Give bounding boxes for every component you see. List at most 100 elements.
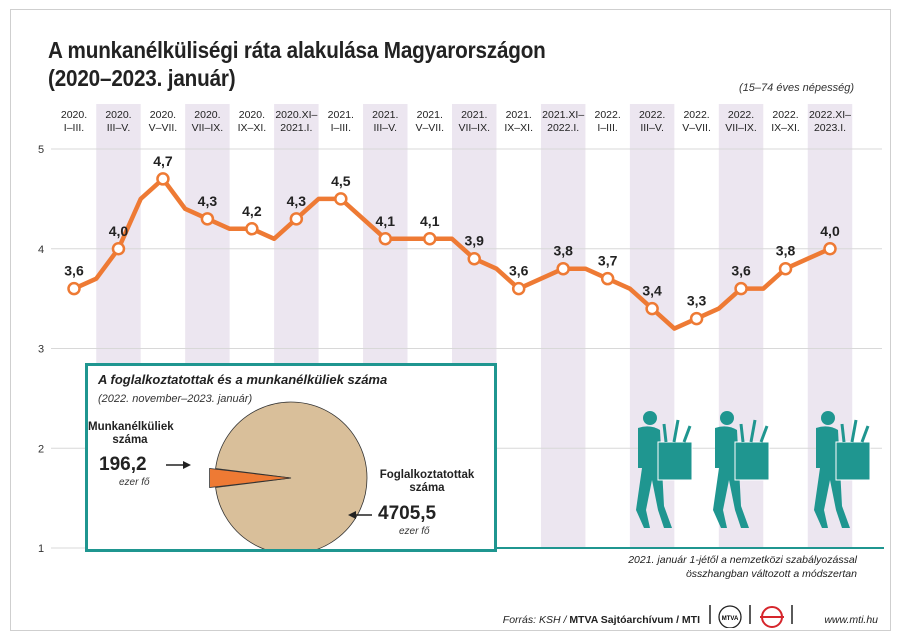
employed-label-line2: száma — [409, 482, 445, 494]
unemployed-arrow — [166, 461, 191, 469]
period-header-line1: 2022. — [639, 109, 665, 121]
data-label: 4,1 — [376, 213, 396, 229]
period-column-shade — [540, 104, 586, 548]
period-header-line2: 2022.I. — [547, 122, 579, 134]
data-point — [245, 222, 259, 236]
mtva-logo-icon: MTVA — [718, 605, 742, 628]
data-label: 4,0 — [820, 223, 840, 239]
data-point — [689, 311, 704, 326]
period-header-line2: I–III. — [331, 122, 351, 134]
data-point — [645, 301, 659, 316]
employed-label-line1: Foglalkoztatottak — [379, 469, 475, 481]
employed-label: Foglalkoztatottak száma — [366, 469, 488, 495]
period-header-line1: 2020. — [194, 109, 220, 121]
employed-arrow — [348, 511, 372, 519]
data-point — [556, 261, 570, 276]
data-label: 4,5 — [331, 173, 351, 189]
data-label: 4,0 — [109, 223, 129, 239]
period-header-line2: IX–XI. — [771, 122, 800, 134]
unemployed-value: 196,2 — [99, 454, 147, 475]
data-point — [467, 251, 481, 266]
data-point — [67, 281, 81, 296]
mtva-logo-text: MTVA — [722, 616, 739, 622]
data-label: 3,9 — [465, 233, 485, 249]
data-label: 4,3 — [198, 193, 218, 209]
source-agency: MTVA Sajtóarchívum / MTI — [569, 614, 700, 626]
unemployed-label-line1: Munkanélküliek — [88, 421, 174, 433]
data-label: 4,7 — [153, 153, 173, 169]
series-line — [71, 176, 833, 331]
y-tick-label: 3 — [38, 344, 44, 356]
data-point — [511, 281, 526, 296]
period-header-line1: 2022. — [728, 109, 754, 121]
y-axis-ticks: 1 2 3 4 5 — [38, 144, 44, 555]
period-column-shade — [629, 104, 675, 548]
period-header-line1: 2020. — [150, 109, 176, 121]
unemployment-rate-line — [71, 176, 833, 331]
period-header-line2: III–V. — [107, 122, 131, 134]
data-point — [156, 172, 170, 186]
period-header-line1: 2022. — [772, 109, 798, 121]
period-header-line1: 2022.XI– — [809, 109, 851, 121]
workers-illustration — [636, 411, 871, 528]
mti-logo-icon — [760, 606, 784, 628]
methodology-line2: összhangban változott a módszertan — [685, 568, 857, 580]
footer: Forrás: KSH / MTVA Sajtóarchívum / MTI M… — [10, 600, 890, 628]
period-header-line2: 2023.I. — [814, 122, 846, 134]
data-point — [600, 271, 615, 286]
period-header-line2: 2021.I. — [280, 122, 312, 134]
pie-inset-panel: A foglalkoztatottak és a munkanélküliek … — [85, 363, 497, 552]
period-header-line1: 2020. — [105, 109, 131, 121]
methodology-line1: 2021. január 1-jétől a nemzetközi szabál… — [628, 554, 857, 566]
data-label: 3,6 — [64, 263, 84, 279]
data-label: 4,3 — [287, 193, 307, 209]
period-header-line2: I–III. — [64, 122, 84, 134]
period-header-line2: V–VII. — [682, 122, 711, 134]
period-header-line1: 2021. — [417, 109, 443, 121]
source-credit: Forrás: KSH / MTVA Sajtóarchívum / MTI — [503, 614, 700, 626]
period-headers: 2020.I–III.2020.III–V.2020.V–VII.2020.VI… — [61, 109, 851, 134]
period-column-shade — [807, 104, 853, 548]
pie-chart — [166, 401, 372, 549]
period-header-line2: V–VII. — [415, 122, 444, 134]
inset-title: A foglalkoztatottak és a munkanélküliek … — [98, 372, 388, 387]
data-label: 4,1 — [420, 213, 440, 229]
employed-unit: ezer fő — [399, 526, 430, 537]
footer-logos: MTVA — [709, 605, 793, 628]
data-labels: 3,6 4,0 4,7 4,3 4,2 4,3 4,5 4,1 4,1 3,9 3,6 3,8 3,7 3… — [64, 153, 840, 309]
worker-carrying-box-icon — [814, 411, 871, 528]
chart-title: A munkanélküliségi ráta alakulása Magyar… — [48, 36, 546, 92]
data-point — [778, 261, 793, 276]
data-label: 3,7 — [598, 253, 618, 269]
data-point — [289, 212, 304, 226]
data-label: 3,4 — [642, 283, 662, 299]
population-note: (15–74 éves népesség) — [739, 82, 854, 94]
data-label: 3,3 — [687, 293, 707, 309]
y-tick-label: 4 — [38, 244, 44, 256]
period-header-line1: 2022. — [595, 109, 621, 121]
data-label: 3,6 — [509, 263, 529, 279]
period-header-line2: VII–IX. — [192, 122, 224, 134]
y-tick-label: 1 — [38, 543, 44, 555]
period-header-line1: 2021. — [372, 109, 398, 121]
mti-url: www.mti.hu — [824, 614, 878, 626]
title-line-2: (2020–2023. január) — [48, 65, 236, 91]
period-header-line2: IX–XI. — [504, 122, 533, 134]
pie-slice-employed — [215, 401, 368, 549]
unemployed-unit: ezer fő — [119, 477, 150, 488]
period-header-line1: 2021. — [328, 109, 354, 121]
period-header-line1: 2021. — [461, 109, 487, 121]
data-label: 3,6 — [731, 263, 751, 279]
unemployed-label-line2: száma — [112, 434, 148, 446]
y-tick-label: 2 — [38, 443, 44, 455]
period-header-line1: 2020.XI– — [275, 109, 317, 121]
data-point — [111, 242, 126, 256]
methodology-note: 2021. január 1-jétől a nemzetközi szabál… — [628, 553, 857, 581]
pie-slice-unemployed — [209, 468, 292, 488]
source-prefix: Forrás: KSH / — [502, 614, 570, 626]
inset-subtitle: (2022. november–2023. január) — [98, 393, 253, 405]
period-header-line1: 2022. — [683, 109, 709, 121]
unemployed-label: Munkanélküliek száma — [88, 421, 174, 447]
period-header-line2: I–III. — [597, 122, 617, 134]
title-line-1: A munkanélküliségi ráta alakulása Magyar… — [48, 37, 546, 63]
